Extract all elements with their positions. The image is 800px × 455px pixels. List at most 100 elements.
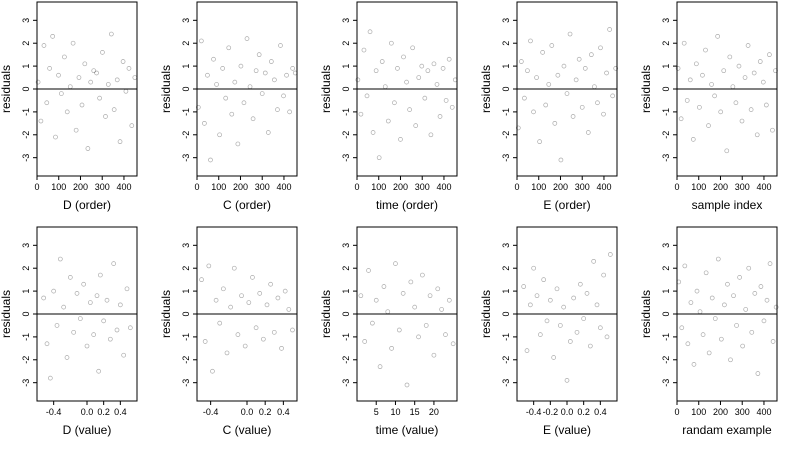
data-point xyxy=(91,68,97,74)
y-tick-label: -2 xyxy=(501,356,511,364)
data-point xyxy=(284,72,289,78)
data-point xyxy=(537,332,543,337)
data-point xyxy=(746,265,752,271)
data-point xyxy=(228,304,233,310)
data-point xyxy=(730,84,736,90)
data-point xyxy=(691,362,697,367)
data-point xyxy=(385,309,391,315)
data-point xyxy=(546,82,552,87)
x-axis-title: D (order) xyxy=(63,198,111,212)
data-point xyxy=(287,109,292,115)
data-point xyxy=(551,355,557,360)
y-tick-label: 2 xyxy=(661,266,671,271)
data-point xyxy=(82,61,88,67)
y-tick-label: 2 xyxy=(501,41,511,46)
data-point xyxy=(370,130,376,135)
data-point xyxy=(703,270,709,276)
data-point xyxy=(367,29,373,35)
y-tick-label: 0 xyxy=(181,86,191,91)
x-tick-label: 200 xyxy=(713,407,728,417)
data-point xyxy=(366,268,371,273)
data-point xyxy=(761,318,767,324)
data-point xyxy=(443,98,449,103)
data-point xyxy=(431,61,437,67)
data-point xyxy=(527,302,533,308)
data-point xyxy=(598,45,603,51)
y-tick-label: 1 xyxy=(21,64,31,69)
chart-panel-6: -3 -2 -1 0 1 2 3 -0.4 0.0 0.2 0.4D (value) residual… xyxy=(0,226,138,437)
chart-panel-9: -3 -2 -1 0 1 2 3 -0.4 -0.2 0.0 0.2 0.4E (value) resi… xyxy=(479,226,618,437)
data-point xyxy=(275,295,281,301)
data-point xyxy=(581,316,587,321)
data-point xyxy=(543,102,549,108)
y-tick-label: -3 xyxy=(501,379,511,387)
data-point xyxy=(564,91,570,96)
y-tick-label: -2 xyxy=(181,356,191,364)
data-point xyxy=(685,341,691,347)
x-axis-title: sample index xyxy=(692,198,763,212)
data-point xyxy=(450,341,456,347)
data-point xyxy=(422,95,428,101)
chart-panel-5: -3 -2 -1 0 1 2 3 0 100 200 300 400 sample index resid… xyxy=(639,1,778,212)
data-point xyxy=(195,104,201,110)
data-point xyxy=(410,45,416,51)
data-point xyxy=(238,63,244,69)
data-point xyxy=(104,297,110,303)
y-tick-label: 2 xyxy=(661,41,671,46)
data-point xyxy=(446,56,452,62)
data-point xyxy=(582,66,588,71)
data-point xyxy=(50,33,56,39)
y-tick-label: 3 xyxy=(181,243,191,248)
x-tick-label: 0.0 xyxy=(561,407,574,417)
x-tick-label: 200 xyxy=(553,182,568,192)
data-point xyxy=(47,66,52,71)
x-tick-label: 100 xyxy=(371,182,386,192)
y-tick-label: -2 xyxy=(661,131,671,139)
data-point xyxy=(103,114,108,119)
data-point xyxy=(259,91,265,96)
y-tick-label: -2 xyxy=(181,131,191,139)
data-point xyxy=(439,307,444,312)
data-point xyxy=(362,339,368,344)
data-point xyxy=(64,109,70,115)
y-axis-title: residuals xyxy=(479,290,493,338)
data-point xyxy=(379,59,385,64)
y-axis-title: residuals xyxy=(319,65,333,113)
y-axis-title: residuals xyxy=(159,65,173,113)
y-tick-label: 3 xyxy=(661,18,671,23)
data-point xyxy=(57,256,63,262)
y-axis-title: residuals xyxy=(0,290,13,338)
x-axis-title: D (value) xyxy=(63,423,112,437)
x-axis-title: E (order) xyxy=(543,198,590,212)
data-point xyxy=(573,77,579,83)
y-tick-label: -3 xyxy=(21,379,31,387)
data-point xyxy=(449,104,455,110)
chart-panel-2: -3 -2 -1 0 1 2 3 0 100 200 300 400 C (order) residual… xyxy=(159,1,298,212)
data-point xyxy=(79,102,85,108)
data-point xyxy=(679,325,685,331)
data-point xyxy=(404,79,409,85)
y-tick-label: 0 xyxy=(501,311,511,316)
data-point xyxy=(739,118,745,124)
data-point xyxy=(84,343,90,349)
data-point xyxy=(396,327,402,333)
data-point xyxy=(262,70,268,76)
data-point xyxy=(376,155,382,161)
data-point xyxy=(574,329,580,335)
x-tick-label: 300 xyxy=(735,182,750,192)
data-point xyxy=(77,316,83,321)
data-point xyxy=(767,52,772,58)
data-point xyxy=(531,265,537,271)
data-point xyxy=(44,100,50,106)
data-point xyxy=(736,63,742,69)
data-point xyxy=(700,72,705,78)
data-point xyxy=(202,120,207,126)
data-point xyxy=(242,343,248,349)
y-tick-label: 1 xyxy=(21,289,31,294)
data-point xyxy=(682,263,688,269)
data-point xyxy=(758,284,764,289)
x-tick-label: 400 xyxy=(756,407,771,417)
data-point xyxy=(610,93,616,99)
data-point xyxy=(358,293,364,299)
